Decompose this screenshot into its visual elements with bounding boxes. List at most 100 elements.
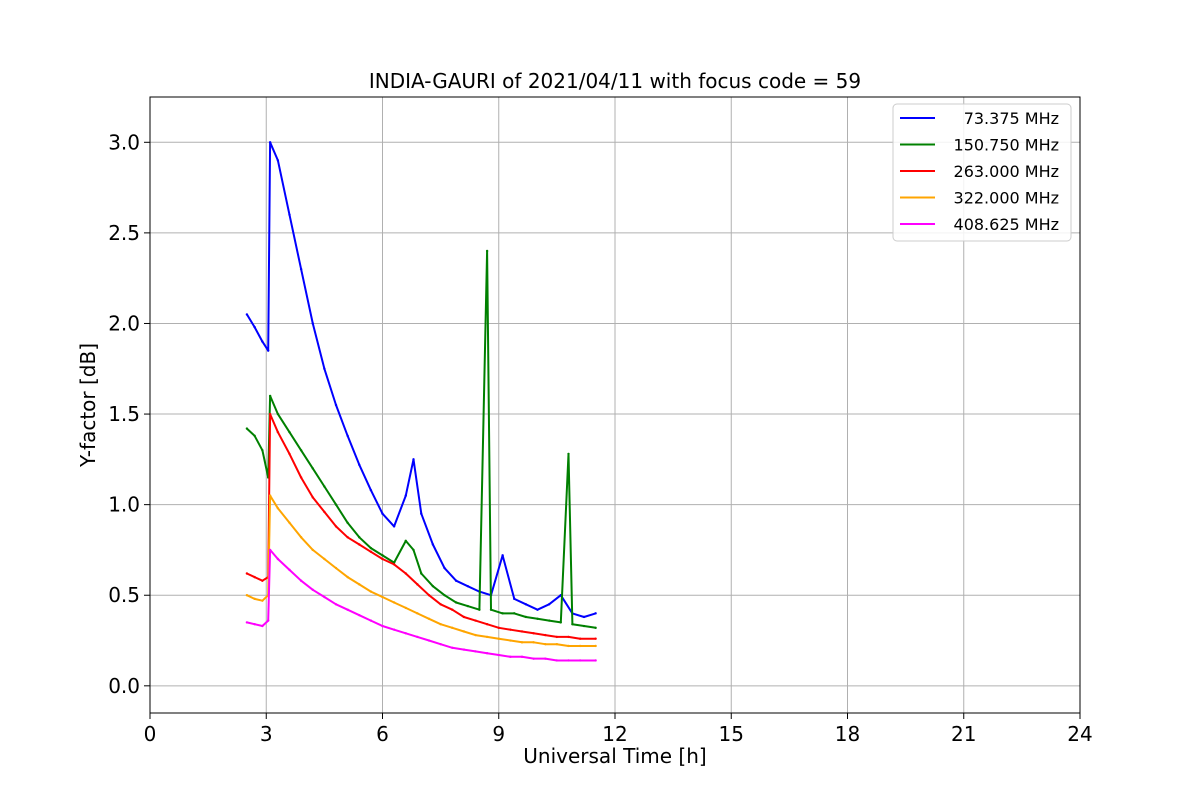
data-point — [323, 485, 326, 488]
data-point — [497, 653, 500, 657]
data-point — [276, 430, 280, 434]
data-point — [594, 626, 597, 630]
data-point — [412, 548, 415, 552]
data-point — [346, 521, 349, 524]
data-point — [501, 554, 504, 557]
data-point — [427, 639, 431, 642]
data-point — [288, 430, 291, 434]
data-point — [431, 584, 435, 588]
data-point — [497, 626, 500, 630]
series-lines — [245, 141, 597, 662]
data-point — [268, 548, 272, 552]
data-point — [485, 623, 489, 626]
data-point — [369, 590, 373, 593]
data-point — [474, 650, 477, 653]
data-point — [392, 563, 396, 566]
data-point — [276, 159, 280, 162]
data-point — [594, 659, 597, 662]
data-point — [594, 612, 597, 615]
data-point — [253, 575, 256, 579]
y-tick-label: 3.0 — [108, 130, 140, 154]
data-point — [299, 536, 303, 539]
data-point — [323, 510, 326, 514]
data-point — [536, 608, 539, 611]
data-point — [311, 548, 314, 552]
data-point — [536, 617, 539, 620]
data-point — [466, 584, 469, 588]
data-point — [474, 619, 477, 622]
data-point — [462, 615, 466, 619]
data-point — [268, 141, 272, 144]
data-point — [381, 595, 384, 599]
data-point — [478, 608, 481, 611]
legend-items: 73.375 MHz 150.750 MHz 263.000 MHz 322.000 … — [900, 109, 1059, 234]
data-point — [567, 452, 570, 456]
data-point — [582, 624, 586, 628]
data-point — [288, 213, 291, 216]
data-point — [381, 624, 384, 628]
data-point — [253, 325, 256, 329]
data-point — [358, 536, 361, 539]
data-point — [276, 412, 280, 416]
data-point — [513, 612, 516, 615]
data-point — [485, 652, 489, 655]
data-point — [462, 630, 466, 633]
data-point — [323, 367, 326, 370]
data-point — [451, 646, 454, 649]
data-point — [253, 623, 256, 626]
x-tick-label: 24 — [1067, 722, 1092, 746]
y-tick-label: 1.5 — [108, 402, 140, 426]
data-point — [555, 642, 559, 646]
chart-title: INDIA-GAURI of 2021/04/11 with focus cod… — [369, 69, 861, 93]
data-point — [311, 467, 314, 470]
data-point — [334, 403, 338, 407]
data-point — [334, 525, 338, 528]
data-point — [420, 512, 423, 515]
data-point — [439, 642, 442, 646]
data-point — [524, 615, 528, 619]
legend: 73.375 MHz 150.750 MHz 263.000 MHz 322.000 … — [892, 103, 1072, 242]
data-point — [547, 603, 551, 606]
data-point — [245, 594, 249, 597]
data-point — [474, 633, 477, 637]
data-point — [509, 639, 512, 642]
data-point — [578, 637, 582, 640]
y-tick-label: 2.0 — [108, 311, 140, 335]
data-point — [513, 597, 516, 601]
data-point — [454, 601, 458, 604]
y-tick-label: 0.0 — [108, 674, 140, 698]
data-point — [288, 568, 291, 572]
x-tick-label: 15 — [719, 722, 744, 746]
legend-label: 263.000 MHz — [954, 162, 1059, 181]
x-axis-label: Universal Time [h] — [523, 744, 706, 768]
data-point — [311, 322, 314, 325]
data-point — [532, 641, 535, 644]
x-tick-label: 21 — [951, 722, 976, 746]
data-point — [524, 603, 528, 606]
data-point — [547, 619, 551, 622]
data-point — [346, 608, 349, 611]
data-point — [497, 637, 500, 640]
data-point — [334, 503, 338, 506]
legend-box — [892, 103, 1072, 242]
data-point — [420, 572, 423, 575]
data-point — [261, 624, 264, 628]
data-point — [485, 249, 489, 253]
data-point — [268, 394, 272, 398]
data-point — [567, 644, 570, 648]
y-tick-label: 0.5 — [108, 583, 140, 607]
data-point — [245, 621, 249, 624]
data-point — [288, 452, 291, 456]
data-point — [520, 641, 524, 644]
data-point — [299, 449, 303, 452]
data-point — [261, 599, 264, 602]
data-point — [451, 608, 454, 611]
data-point — [288, 521, 291, 524]
data-point — [369, 619, 373, 622]
data-point — [485, 635, 489, 639]
data-point — [392, 601, 396, 604]
data-point — [416, 635, 419, 639]
data-point — [404, 632, 407, 635]
data-point — [358, 543, 361, 546]
data-point — [358, 463, 361, 466]
